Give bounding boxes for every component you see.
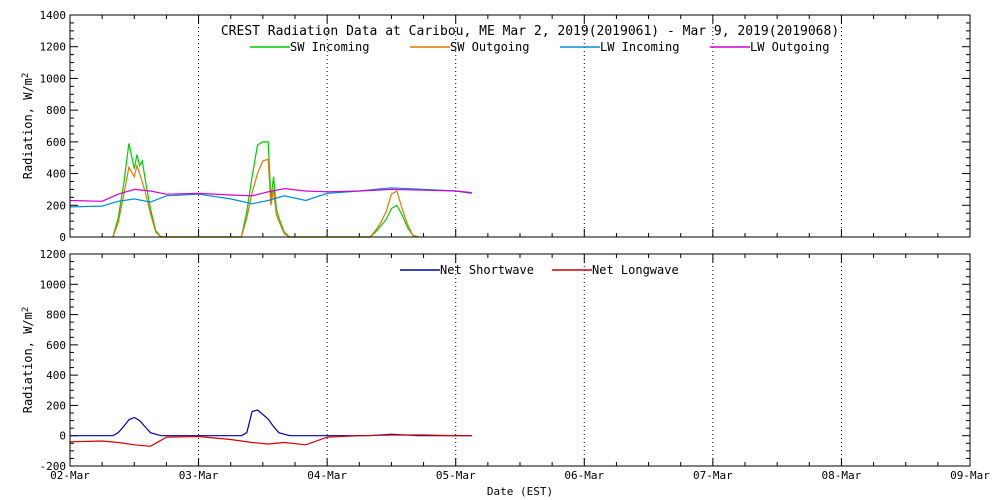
plot-frame	[69, 253, 971, 467]
y-tick-label: 600	[46, 136, 66, 149]
bottom-panel: -200 0 200 400 600 800 1000 1200 Radiation, W/m2…	[21, 248, 971, 473]
x-tick-label: 04-Mar	[307, 469, 347, 482]
y-tick-label: 1200	[40, 41, 67, 54]
y-tick-label: 200	[46, 199, 66, 212]
legend-label: LW Incoming	[600, 40, 679, 54]
series-line-sw-incoming	[112, 141, 419, 238]
x-axis-label: Date (EST)	[487, 485, 553, 498]
y-tick-label: -200	[40, 460, 67, 473]
y-axis-label: Radiation, W/m2	[21, 73, 35, 180]
series-line-sw-outgoing	[112, 158, 419, 238]
legend-label: SW Incoming	[290, 40, 369, 54]
y-tick-label: 600	[46, 339, 66, 352]
x-tick-label: 03-Mar	[179, 469, 219, 482]
x-tick-label: 07-Mar	[693, 469, 733, 482]
y-tick-label: 1000	[40, 72, 67, 85]
y-tick-label: 1200	[40, 248, 67, 261]
y-tick-label: 200	[46, 399, 66, 412]
y-tick-label: 1000	[40, 278, 67, 291]
series-line-lw-outgoing	[69, 187, 472, 202]
legend-label: Net Shortwave	[440, 263, 534, 277]
series-line-lw-incoming	[69, 187, 472, 208]
legend-label: Net Longwave	[592, 263, 679, 277]
y-tick-label: 400	[46, 168, 66, 181]
plot-frame	[69, 14, 971, 238]
y-tick-label: 0	[59, 231, 66, 244]
x-tick-label: 05-Mar	[436, 469, 476, 482]
y-tick-label: 800	[46, 309, 66, 322]
y-axis-label: Radiation, W/m2	[21, 307, 35, 414]
top-panel: 0 200 400 600 800 1000 1200 1400 Radiation, W/m2…	[21, 9, 971, 244]
y-tick-label: 800	[46, 104, 66, 117]
x-tick-label: 09-Mar	[950, 469, 990, 482]
series-line-net-shortwave	[70, 409, 472, 437]
chart-title: CREST Radiation Data at Caribou, ME Mar …	[221, 24, 839, 39]
x-tick-label: 08-Mar	[822, 469, 862, 482]
x-tick-label: 02-Mar	[50, 469, 90, 482]
legend-label: SW Outgoing	[450, 40, 529, 54]
y-tick-label: 0	[59, 430, 66, 443]
y-tick-label: 400	[46, 369, 66, 382]
series-line-net-longwave	[69, 434, 472, 447]
legend-label: LW Outgoing	[750, 40, 829, 54]
y-tick-label: 1400	[40, 9, 67, 22]
x-tick-label: 06-Mar	[564, 469, 604, 482]
